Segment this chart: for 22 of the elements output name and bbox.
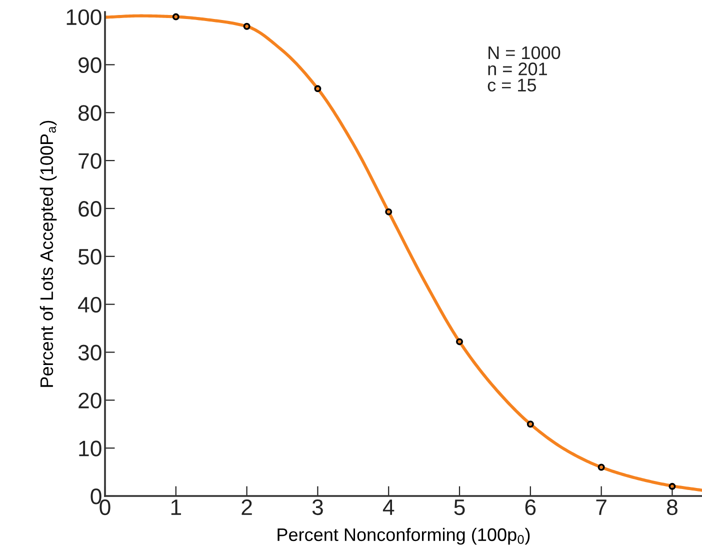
y-tick-label: 20	[78, 392, 102, 408]
y-tick-label: 70	[78, 153, 102, 169]
x-tick-label: 3	[312, 499, 323, 516]
y-tick-label: 40	[78, 296, 102, 313]
y-tick-label: 60	[78, 201, 102, 217]
annotation: N = 1000 n = 201 c = 15	[488, 46, 560, 92]
y-axis-title: Percent of Lots Accepted (100P$_{a}$)	[40, 120, 57, 387]
y-tick-label: 80	[78, 105, 102, 121]
x-tick-label: 4	[382, 500, 394, 515]
x-tick-label: 5	[454, 500, 465, 516]
y-tick-label: 90	[78, 57, 102, 73]
x-tick-label: 1	[171, 500, 181, 515]
y-tick-label: 50	[78, 248, 102, 265]
x-tick-label: 7	[596, 500, 606, 515]
x-tick-label: 8	[667, 499, 678, 516]
y-tick-label: 30	[78, 344, 102, 361]
x-tick-label: 6	[525, 499, 536, 516]
y-tick-label: 0	[90, 488, 102, 504]
x-axis-title: Percent Nonconforming (100p$_{0}$)	[278, 528, 530, 545]
y-tick-label: 10	[79, 440, 102, 456]
y-tick-label: 100	[66, 9, 102, 26]
x-tick-label: 2	[242, 499, 252, 515]
